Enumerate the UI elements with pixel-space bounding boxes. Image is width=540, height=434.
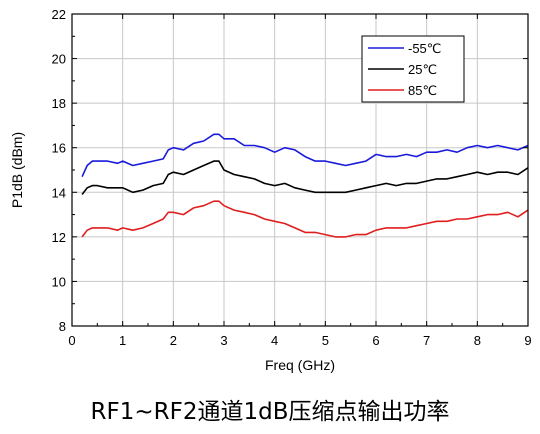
- series-lines: [81, 133, 529, 238]
- x-tick-labels: 0 1 2 3 4 5 6 7 8 9: [68, 333, 531, 348]
- y-tick-label: 10: [52, 274, 66, 289]
- x-tick-label: 1: [119, 333, 126, 348]
- series-line: [81, 133, 529, 178]
- x-axis-title: Freq (GHz): [265, 357, 335, 373]
- x-tick-label: 5: [322, 333, 329, 348]
- y-tick-label: 20: [52, 52, 66, 67]
- x-tick-label: 4: [271, 333, 278, 348]
- series-line: [81, 160, 529, 195]
- y-tick-label: 16: [52, 141, 66, 156]
- x-tick-label: 0: [68, 333, 75, 348]
- figure-caption: RF1~RF2通道1dB压缩点输出功率: [90, 399, 450, 425]
- y-tick-label: 8: [59, 319, 66, 334]
- x-tick-label: 6: [372, 333, 379, 348]
- x-tick-label: 2: [170, 333, 177, 348]
- x-tick-label: 8: [474, 333, 481, 348]
- series-line: [81, 200, 529, 238]
- y-tick-label: 22: [52, 7, 66, 22]
- y-tick-label: 14: [52, 185, 66, 200]
- y-tick-label: 12: [52, 230, 66, 245]
- x-tick-label: 9: [524, 333, 531, 348]
- legend: -55℃ 25℃ 85℃: [361, 35, 465, 103]
- x-tick-label: 3: [220, 333, 227, 348]
- y-tick-label: 18: [52, 96, 66, 111]
- legend-label: 85℃: [408, 83, 437, 98]
- y-tick-labels: 8 10 12 14 16 18 20 22: [52, 7, 66, 334]
- legend-label: 25℃: [408, 62, 437, 77]
- legend-label: -55℃: [408, 41, 441, 56]
- x-tick-label: 7: [423, 333, 430, 348]
- y-axis-title: P1dB (dBm): [9, 132, 25, 208]
- axis-ticks: [71, 13, 529, 327]
